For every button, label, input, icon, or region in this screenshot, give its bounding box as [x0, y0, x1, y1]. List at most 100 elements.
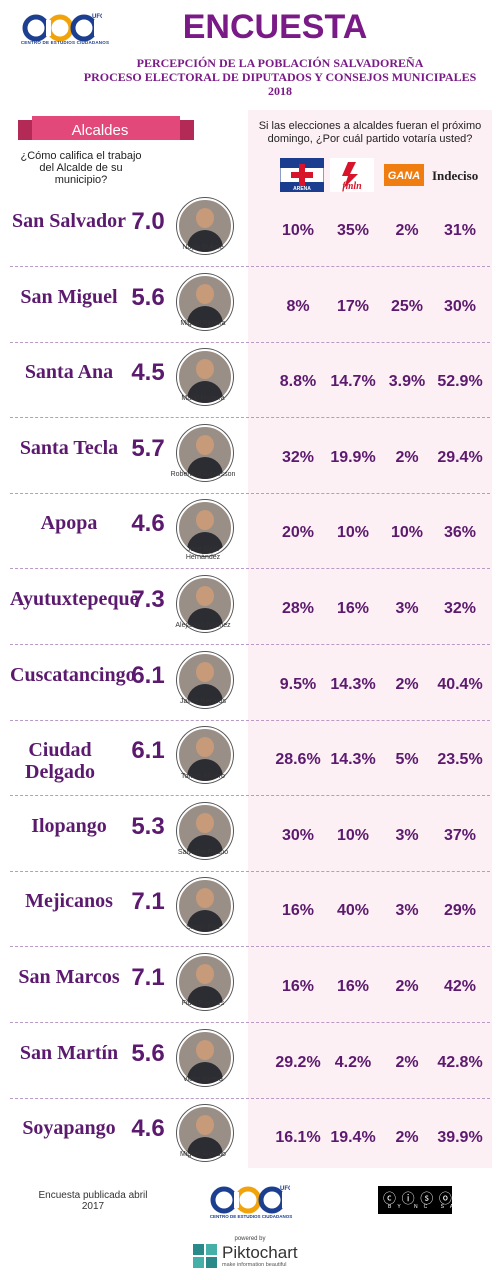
pct-fmln: 14.3%	[330, 675, 376, 693]
city-name: Ilopango	[31, 814, 107, 837]
pct-indeciso: 52.9%	[437, 373, 483, 391]
pct-indeciso: 40.4%	[437, 675, 483, 693]
pct-gana: 25%	[390, 297, 424, 315]
vote-question: Si las elecciones a alcaldes fueran el p…	[258, 120, 482, 145]
photo-body	[187, 456, 223, 479]
pct-fmln: 10%	[336, 826, 370, 844]
row-divider	[10, 568, 490, 570]
pct-indeciso: 42.8%	[437, 1053, 483, 1071]
pct-gana: 2%	[395, 675, 419, 693]
row-divider	[10, 417, 490, 419]
pct-indeciso: 36%	[443, 524, 477, 542]
mayor-name: Roberto d'Aubuisson	[170, 470, 236, 478]
footer-logo-subtitle: CENTRO DE ESTUDIOS CIUDADANOS	[209, 1214, 293, 1219]
mayor-photo	[177, 802, 233, 859]
rating-score: 5.7	[131, 434, 165, 462]
city-name: Mejicanos	[25, 890, 113, 913]
mayor-name: Nayib Bukele	[182, 244, 224, 251]
city-name: San Salvador	[12, 210, 126, 232]
photo-head	[196, 434, 214, 455]
mayor-photo	[177, 273, 233, 330]
city-name: San Martín	[19, 1041, 119, 1064]
pct-indeciso: 42%	[443, 978, 477, 995]
row-divider	[10, 719, 490, 721]
cc-labels: BY NC SA	[388, 1204, 460, 1210]
pct-arena: 8%	[286, 297, 310, 315]
results-panel-background	[248, 110, 492, 1168]
mayor-photo	[177, 954, 233, 1010]
pct-arena: 10%	[281, 222, 315, 239]
pct-arena: 8.8%	[279, 373, 317, 391]
rating-score: 4.6	[131, 510, 165, 538]
rating-score: 7.1	[131, 964, 165, 991]
footer-cec-logo: UFG	[210, 1186, 290, 1214]
pct-indeciso: 30%	[443, 297, 477, 315]
city-name: San Miguel	[20, 285, 118, 308]
city-name: Cuscatancingo	[10, 663, 136, 686]
pct-gana: 3%	[395, 902, 419, 920]
photo-body	[187, 910, 223, 933]
photo-body	[187, 683, 223, 706]
row-divider	[10, 795, 490, 797]
pct-indeciso: 32%	[443, 600, 477, 617]
mayor-name: Jaime Recinos	[180, 697, 226, 705]
mayor-photo	[177, 727, 233, 784]
photo-head	[196, 1115, 214, 1136]
svg-text:UFG: UFG	[92, 14, 102, 20]
row-divider	[10, 1022, 490, 1023]
photo-body	[187, 1061, 223, 1084]
photo-body	[187, 305, 223, 328]
photo-body	[187, 986, 223, 1008]
pct-indeciso: 31%	[443, 222, 477, 239]
pct-gana: 3%	[395, 826, 419, 844]
city-name: Apopa	[40, 512, 98, 535]
rating-score: 6.1	[131, 661, 165, 689]
mayor-photo	[177, 500, 233, 557]
city-name: San Marcos	[18, 966, 120, 988]
mayor-photo	[177, 651, 233, 708]
photo-head	[196, 964, 214, 984]
photo-head	[196, 208, 214, 228]
pct-gana: 5%	[395, 751, 419, 769]
svg-text:GANA: GANA	[388, 170, 420, 182]
pct-arena: 30%	[281, 826, 315, 844]
pct-fmln: 17%	[336, 297, 370, 315]
city-name: Soyapango	[22, 1117, 116, 1140]
arena-logo-icon: ARENA	[280, 158, 324, 192]
photo-head	[196, 1039, 214, 1060]
mayor-photo	[177, 198, 233, 254]
photo-head	[196, 283, 214, 304]
banner-label: Alcaldes	[71, 122, 129, 139]
row-divider	[10, 870, 490, 872]
piktochart-tagline: make information beautiful	[222, 1262, 287, 1268]
pct-arena: 28.6%	[275, 751, 321, 769]
pct-gana: 10%	[390, 524, 424, 542]
pct-arena: 32%	[281, 448, 315, 466]
pct-arena: 29.2%	[275, 1053, 321, 1071]
pct-arena: 20%	[281, 524, 315, 542]
creative-commons-badge	[378, 1186, 452, 1214]
pct-indeciso: 29.4%	[437, 448, 483, 466]
photo-head	[196, 661, 214, 682]
photo-body	[187, 759, 223, 782]
mayor-name: Fidel Fuentes	[181, 1000, 225, 1007]
rating-score: 6.1	[131, 737, 165, 765]
pct-fmln: 14.7%	[330, 373, 376, 391]
photo-head	[196, 586, 214, 606]
photo-body	[187, 1137, 223, 1160]
mayor-name: Tomas Minero	[181, 773, 225, 781]
photo-head	[196, 888, 214, 909]
rating-score: 4.5	[131, 359, 165, 387]
pct-fmln: 19.9%	[330, 448, 376, 466]
mayor-name: Victor Rivera	[183, 1075, 223, 1083]
mayor-photo	[177, 424, 233, 481]
rating-score: 5.6	[131, 1039, 165, 1067]
logo-subtitle: CENTRO DE ESTUDIOS CIUDADANOS	[20, 40, 110, 45]
pct-gana: 2%	[395, 1053, 419, 1071]
row-divider	[10, 1097, 490, 1099]
pct-gana: 2%	[395, 1129, 419, 1147]
mayor-name: Alejandro Nochez	[175, 622, 231, 629]
row-divider	[10, 266, 490, 267]
pct-indeciso: 29%	[443, 902, 477, 920]
photo-body	[187, 834, 223, 857]
